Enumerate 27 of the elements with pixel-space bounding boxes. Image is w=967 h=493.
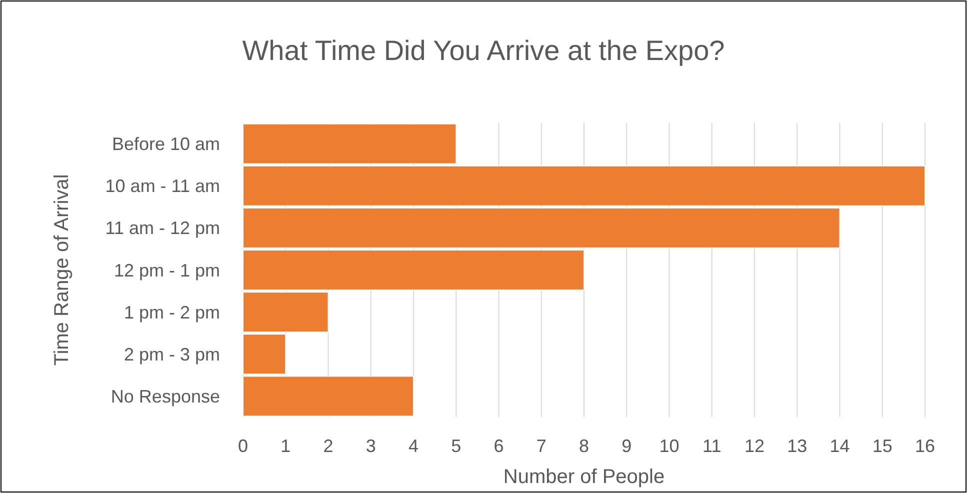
x-tick-label: 2 [323, 436, 334, 456]
x-tick-label: 8 [578, 436, 590, 456]
x-tick-label: 5 [451, 436, 462, 456]
x-tick-label: 7 [536, 436, 546, 456]
y-tick-label: No Response [110, 386, 220, 406]
x-tick-label: 4 [408, 436, 419, 456]
y-tick-label: Before 10 am [112, 134, 220, 154]
y-tick-label: 2 pm - 3 pm [124, 344, 220, 364]
x-tick-label: 14 [830, 436, 850, 456]
x-tick-label: 15 [872, 436, 892, 456]
y-tick-label: 11 am - 12 pm [105, 218, 220, 238]
x-tick-label: 1 [280, 436, 291, 456]
x-tick-label: 10 [659, 436, 680, 456]
x-tick-label: 16 [914, 436, 936, 456]
y-tick-label: 1 pm - 2 pm [124, 302, 220, 322]
y-tick-label: 10 am - 11 am [105, 176, 220, 196]
x-tick-label: 3 [366, 436, 376, 456]
x-axis-title: Number of People [503, 466, 665, 488]
x-tick-label: 13 [787, 436, 808, 456]
x-tick-label: 0 [238, 436, 248, 456]
x-tick-label: 11 [702, 436, 722, 456]
x-tick-label: 9 [622, 436, 632, 456]
x-tick-label: 12 [744, 436, 765, 456]
y-tick-label: 12 pm - 1 pm [114, 260, 220, 280]
x-tick-label: 6 [494, 436, 504, 456]
chart-title: What Time Did You Arrive at the Expo? [242, 35, 725, 66]
y-axis-title: Time Range of Arrival [51, 174, 73, 366]
